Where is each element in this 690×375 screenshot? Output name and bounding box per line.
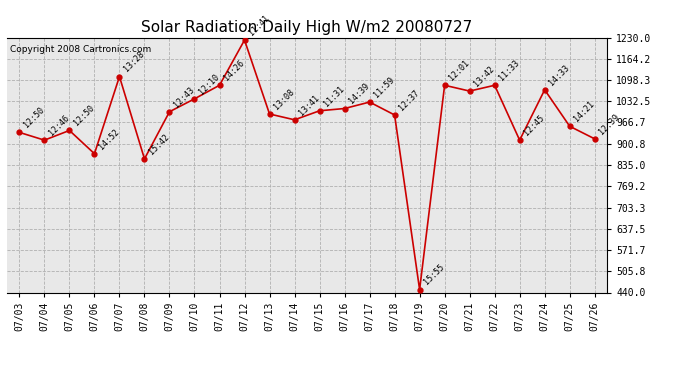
Text: 14:52: 14:52 [97, 127, 121, 151]
Text: 15:55: 15:55 [422, 263, 446, 287]
Text: 12:37: 12:37 [397, 88, 422, 112]
Text: 11:33: 11:33 [497, 58, 522, 82]
Text: 12:43: 12:43 [172, 85, 196, 109]
Text: 13:08: 13:08 [273, 87, 296, 111]
Text: 15:42: 15:42 [147, 132, 171, 156]
Text: 12:50: 12:50 [72, 104, 96, 128]
Text: 14:33: 14:33 [547, 63, 571, 87]
Text: 12:01: 12:01 [447, 58, 471, 82]
Text: 14:26: 14:26 [222, 58, 246, 82]
Text: 11:31: 11:31 [322, 84, 346, 108]
Text: 13:41: 13:41 [297, 93, 322, 117]
Text: 12:39: 12:39 [598, 112, 622, 136]
Text: 13:42: 13:42 [473, 64, 496, 88]
Text: 14:21: 14:21 [573, 99, 596, 123]
Text: 11:59: 11:59 [373, 75, 396, 99]
Text: 12:46: 12:46 [47, 113, 71, 137]
Text: Copyright 2008 Cartronics.com: Copyright 2008 Cartronics.com [10, 45, 151, 54]
Text: 11:41: 11:41 [247, 13, 271, 37]
Text: 12:50: 12:50 [22, 106, 46, 130]
Text: 12:10: 12:10 [197, 72, 221, 96]
Text: 13:28: 13:28 [122, 50, 146, 74]
Text: 12:45: 12:45 [522, 113, 546, 137]
Title: Solar Radiation Daily High W/m2 20080727: Solar Radiation Daily High W/m2 20080727 [141, 20, 473, 35]
Text: 14:39: 14:39 [347, 82, 371, 106]
